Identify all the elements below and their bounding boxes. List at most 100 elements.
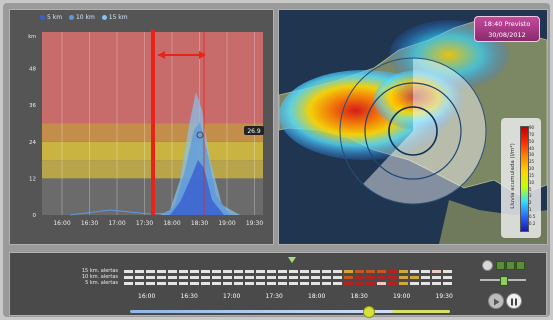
alert-cell[interactable]: [300, 282, 309, 285]
alert-cell[interactable]: [366, 270, 375, 273]
layer-toggle-3[interactable]: [516, 261, 525, 270]
alert-cell[interactable]: [201, 282, 210, 285]
alert-cell[interactable]: [234, 282, 243, 285]
alert-cell[interactable]: [377, 270, 386, 273]
alert-cell[interactable]: [344, 282, 353, 285]
alert-cell[interactable]: [355, 276, 364, 279]
alert-cell[interactable]: [146, 276, 155, 279]
alert-cell[interactable]: [443, 276, 452, 279]
alert-cell[interactable]: [278, 270, 287, 273]
alert-cell[interactable]: [377, 276, 386, 279]
alert-cell[interactable]: [157, 282, 166, 285]
alert-cell[interactable]: [124, 270, 133, 273]
alert-cell[interactable]: [179, 276, 188, 279]
alert-cell[interactable]: [410, 282, 419, 285]
alert-cell[interactable]: [333, 276, 342, 279]
alert-cell[interactable]: [256, 282, 265, 285]
alert-cell[interactable]: [124, 282, 133, 285]
alert-cell[interactable]: [443, 282, 452, 285]
alert-cell[interactable]: [311, 270, 320, 273]
alert-cell[interactable]: [333, 282, 342, 285]
alert-cell[interactable]: [190, 282, 199, 285]
alert-cell[interactable]: [256, 270, 265, 273]
alert-cell[interactable]: [289, 276, 298, 279]
alert-cell[interactable]: [366, 276, 375, 279]
alert-cell[interactable]: [421, 270, 430, 273]
alert-cell[interactable]: [366, 282, 375, 285]
alert-cell[interactable]: [344, 276, 353, 279]
play-button[interactable]: [488, 293, 504, 309]
alert-cell[interactable]: [399, 276, 408, 279]
alert-cell[interactable]: [421, 282, 430, 285]
alert-cell[interactable]: [300, 276, 309, 279]
alert-cell[interactable]: [201, 270, 210, 273]
pause-button[interactable]: [506, 293, 522, 309]
alert-cell[interactable]: [223, 270, 232, 273]
alert-cell[interactable]: [245, 282, 254, 285]
alert-cell[interactable]: [344, 270, 353, 273]
alert-cell[interactable]: [355, 270, 364, 273]
alert-cell[interactable]: [168, 270, 177, 273]
alert-cell[interactable]: [432, 270, 441, 273]
alert-cell[interactable]: [410, 276, 419, 279]
alert-cell[interactable]: [322, 276, 331, 279]
alert-cell[interactable]: [212, 282, 221, 285]
alert-cell[interactable]: [443, 270, 452, 273]
legend-item-15km[interactable]: 15 km: [101, 14, 128, 21]
speed-handle[interactable]: [500, 276, 508, 286]
alert-cell[interactable]: [322, 270, 331, 273]
alert-cell[interactable]: [399, 270, 408, 273]
alert-cell[interactable]: [135, 270, 144, 273]
globe-icon[interactable]: [482, 260, 493, 271]
legend-item-5km[interactable]: 5 km: [40, 14, 62, 21]
alert-cell[interactable]: [267, 270, 276, 273]
alert-cell[interactable]: [146, 282, 155, 285]
alert-cell[interactable]: [300, 270, 309, 273]
alert-cell[interactable]: [388, 282, 397, 285]
alert-cell[interactable]: [267, 282, 276, 285]
alert-cell[interactable]: [135, 282, 144, 285]
alert-cell[interactable]: [311, 282, 320, 285]
alert-cell[interactable]: [432, 282, 441, 285]
alert-cell[interactable]: [135, 276, 144, 279]
alert-cell[interactable]: [410, 270, 419, 273]
alert-cell[interactable]: [190, 276, 199, 279]
alert-cell[interactable]: [190, 270, 199, 273]
alert-cell[interactable]: [322, 282, 331, 285]
alert-cell[interactable]: [355, 282, 364, 285]
alert-cell[interactable]: [388, 276, 397, 279]
alert-cell[interactable]: [289, 270, 298, 273]
alert-cell[interactable]: [399, 282, 408, 285]
alert-cell[interactable]: [278, 282, 287, 285]
alert-cell[interactable]: [212, 270, 221, 273]
alert-cell[interactable]: [223, 276, 232, 279]
time-slider-handle[interactable]: [363, 306, 375, 318]
layer-toggle-2[interactable]: [506, 261, 515, 270]
alert-cell[interactable]: [212, 276, 221, 279]
alert-cell[interactable]: [245, 276, 254, 279]
alert-cell[interactable]: [179, 270, 188, 273]
alert-cell[interactable]: [124, 276, 133, 279]
alert-cell[interactable]: [421, 276, 430, 279]
alert-cell[interactable]: [157, 270, 166, 273]
legend-item-10km[interactable]: 10 km: [68, 14, 95, 21]
alert-cell[interactable]: [432, 276, 441, 279]
alert-cell[interactable]: [245, 270, 254, 273]
alert-cell[interactable]: [333, 270, 342, 273]
alert-cell[interactable]: [289, 282, 298, 285]
alert-cell[interactable]: [311, 276, 320, 279]
alert-cell[interactable]: [223, 282, 232, 285]
alert-cell[interactable]: [146, 270, 155, 273]
alert-cell[interactable]: [256, 276, 265, 279]
alert-cell[interactable]: [168, 276, 177, 279]
alert-cell[interactable]: [179, 282, 188, 285]
radar-map[interactable]: 18:40 Previsto 30/08/2012 Lluvia acumula…: [278, 9, 548, 245]
alert-cell[interactable]: [234, 270, 243, 273]
alert-cell[interactable]: [201, 276, 210, 279]
alert-cell[interactable]: [157, 276, 166, 279]
alert-cell[interactable]: [267, 276, 276, 279]
layer-toggle-1[interactable]: [496, 261, 505, 270]
alert-cell[interactable]: [388, 270, 397, 273]
alert-cell[interactable]: [377, 282, 386, 285]
time-slider-track[interactable]: [130, 310, 450, 313]
